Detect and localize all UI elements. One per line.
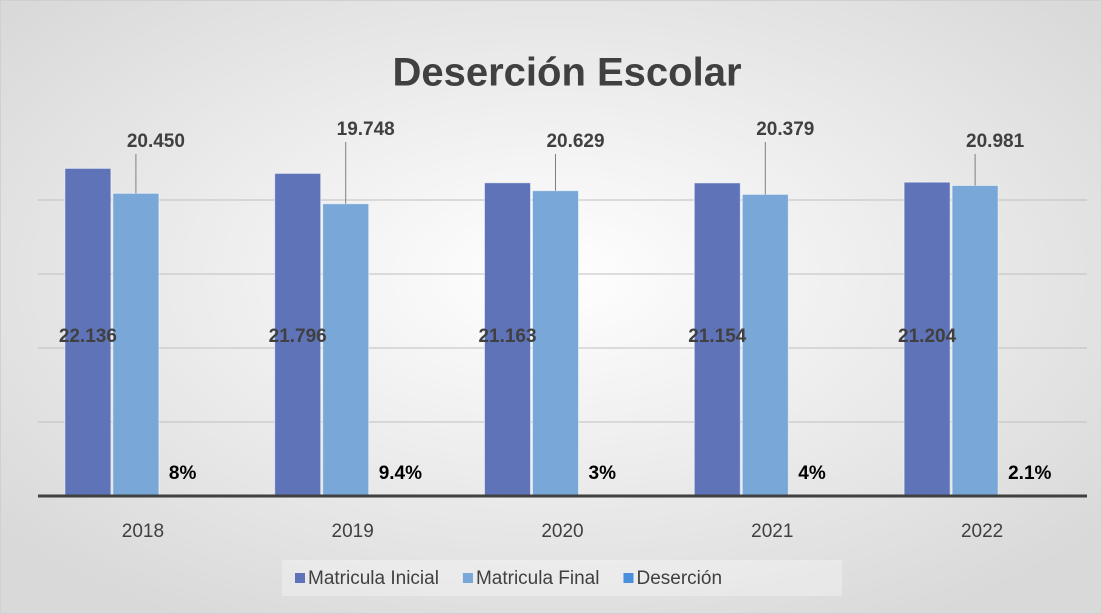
data-label: 9.4% — [379, 463, 422, 484]
legend-swatch — [623, 573, 634, 583]
legend-label: Deserción — [636, 568, 722, 589]
data-label: 20.379 — [756, 119, 814, 140]
legend-background — [282, 560, 842, 596]
bar — [741, 193, 789, 497]
x-tick-label: 2019 — [332, 521, 374, 542]
legend-swatch — [295, 573, 305, 583]
data-label: 21.796 — [269, 326, 327, 347]
bar — [951, 184, 999, 497]
bar — [693, 182, 741, 497]
data-label: 3% — [589, 463, 617, 484]
legend-swatch — [462, 573, 473, 583]
legend-label: Matricula Final — [476, 568, 600, 589]
x-tick-label: 2018 — [122, 521, 164, 542]
x-tick-label: 2020 — [541, 521, 583, 542]
data-label: 20.629 — [546, 131, 604, 152]
data-label: 20.450 — [127, 131, 185, 152]
data-label: 4% — [798, 463, 826, 484]
x-tick-label: 2022 — [961, 521, 1003, 542]
chart-title: Deserción Escolar — [392, 51, 741, 95]
data-label: 20.981 — [966, 131, 1025, 152]
bar — [274, 172, 322, 497]
data-label: 19.748 — [337, 119, 395, 140]
data-label: 21.154 — [688, 326, 747, 347]
bar — [112, 192, 160, 497]
bar — [484, 182, 531, 497]
bar — [532, 190, 579, 497]
data-label: 21.204 — [898, 326, 957, 347]
legend-label: Matricula Inicial — [308, 568, 439, 589]
bar — [903, 181, 951, 497]
data-label: 2.1% — [1008, 463, 1051, 484]
data-label: 22.136 — [59, 326, 117, 347]
x-tick-label: 2021 — [751, 521, 793, 542]
data-label: 8% — [169, 463, 197, 484]
bar — [322, 203, 370, 497]
data-label: 21.163 — [478, 326, 536, 347]
